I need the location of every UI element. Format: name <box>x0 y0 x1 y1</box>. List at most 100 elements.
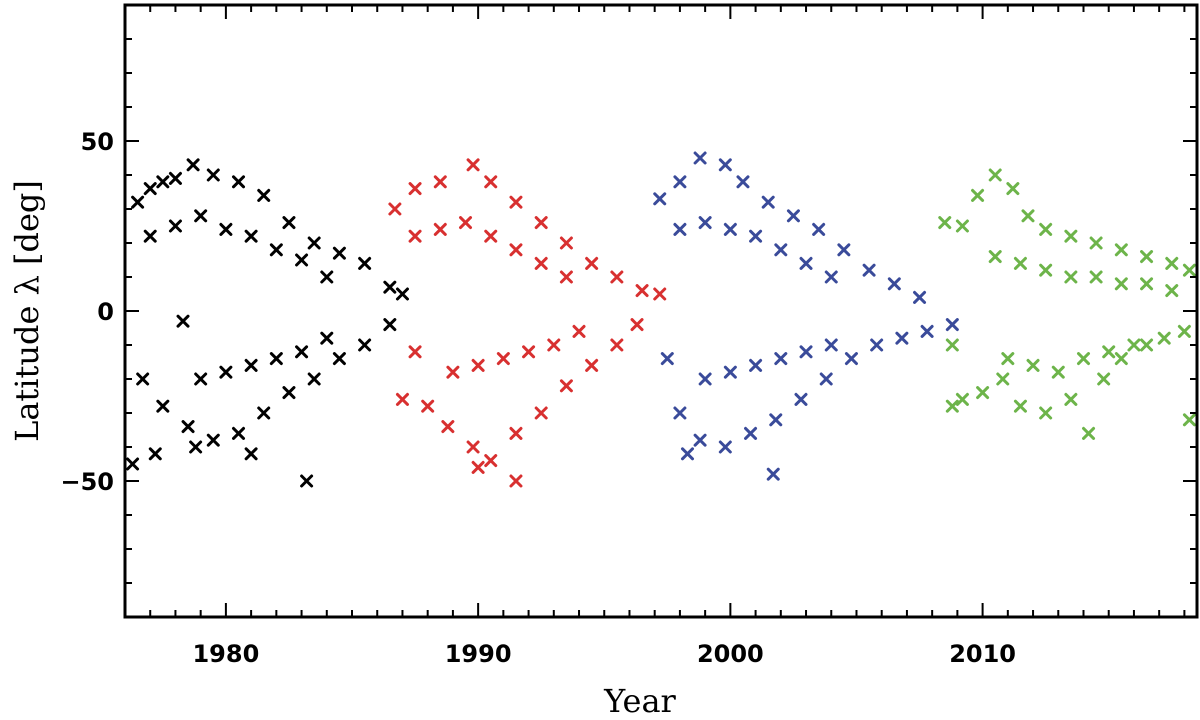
data-point <box>1021 209 1035 223</box>
data-point <box>718 158 732 172</box>
x-tick-label: 1990 <box>445 640 512 668</box>
data-point <box>388 202 402 216</box>
data-point <box>761 195 775 209</box>
data-point <box>673 222 687 236</box>
data-point <box>693 433 707 447</box>
data-point <box>295 345 309 359</box>
data-point <box>244 447 258 461</box>
data-point <box>156 399 170 413</box>
data-point <box>219 365 233 379</box>
data-point <box>534 406 548 420</box>
data-point <box>383 280 397 294</box>
data-point <box>282 216 296 230</box>
data-point <box>395 392 409 406</box>
data-point <box>718 440 732 454</box>
data-point <box>812 222 826 236</box>
data-point <box>257 406 271 420</box>
data-point <box>988 250 1002 264</box>
data-point <box>496 352 510 366</box>
data-point <box>1114 352 1128 366</box>
data-point <box>269 243 283 257</box>
data-point <box>996 372 1010 386</box>
data-point <box>471 358 485 372</box>
data-point <box>585 358 599 372</box>
data-point <box>559 379 573 393</box>
data-point <box>433 222 447 236</box>
data-point <box>945 318 959 332</box>
data-point <box>1140 277 1154 291</box>
data-point <box>441 420 455 434</box>
data-point <box>1026 358 1040 372</box>
data-point <box>176 314 190 328</box>
data-point <box>559 270 573 284</box>
y-tick-label: −50 <box>60 468 114 496</box>
data-point <box>522 345 536 359</box>
data-point <box>1013 399 1027 413</box>
data-point <box>653 287 667 301</box>
data-point <box>744 426 758 440</box>
series-4 <box>938 168 1196 440</box>
data-point <box>955 219 969 233</box>
data-point <box>295 253 309 267</box>
data-point <box>534 256 548 270</box>
data-point <box>1089 270 1103 284</box>
data-point <box>300 474 314 488</box>
data-point <box>824 270 838 284</box>
data-point <box>358 338 372 352</box>
data-point <box>693 151 707 165</box>
data-point <box>484 229 498 243</box>
data-point <box>484 454 498 468</box>
data-point <box>383 318 397 332</box>
data-point <box>824 338 838 352</box>
data-point <box>673 175 687 189</box>
x-axis-title: Year <box>603 682 676 720</box>
data-points <box>126 151 1196 488</box>
data-point <box>837 243 851 257</box>
data-point <box>484 175 498 189</box>
data-point <box>1076 352 1090 366</box>
data-point <box>938 216 952 230</box>
data-point <box>769 413 783 427</box>
data-point <box>786 209 800 223</box>
y-tick-label: 0 <box>97 298 114 326</box>
data-point <box>870 338 884 352</box>
data-point <box>749 229 763 243</box>
data-point <box>1097 372 1111 386</box>
data-point <box>610 338 624 352</box>
data-point <box>653 192 667 206</box>
data-point <box>1182 263 1196 277</box>
data-point <box>1165 256 1179 270</box>
data-point <box>774 352 788 366</box>
data-point <box>168 219 182 233</box>
y-tick-labels: −50 0 50 <box>60 128 114 496</box>
data-point <box>895 331 909 345</box>
data-point <box>433 175 447 189</box>
data-point <box>471 460 485 474</box>
data-point <box>206 168 220 182</box>
data-point <box>1051 365 1065 379</box>
data-point <box>920 324 934 338</box>
data-point <box>976 386 990 400</box>
data-point <box>1157 331 1171 345</box>
data-point <box>660 352 674 366</box>
data-point <box>971 188 985 202</box>
data-point <box>219 222 233 236</box>
data-point <box>126 457 140 471</box>
data-point <box>945 399 959 413</box>
data-point <box>232 426 246 440</box>
data-point <box>194 372 208 386</box>
data-point <box>988 168 1002 182</box>
data-point <box>799 256 813 270</box>
data-point <box>1064 392 1078 406</box>
data-point <box>320 270 334 284</box>
data-point <box>673 406 687 420</box>
data-point <box>1013 256 1027 270</box>
data-point <box>844 352 858 366</box>
data-point <box>421 399 435 413</box>
data-point <box>698 216 712 230</box>
data-point <box>131 195 145 209</box>
x-tick-label: 2000 <box>697 640 764 668</box>
data-point <box>572 324 586 338</box>
data-point <box>459 216 473 230</box>
data-point <box>509 243 523 257</box>
